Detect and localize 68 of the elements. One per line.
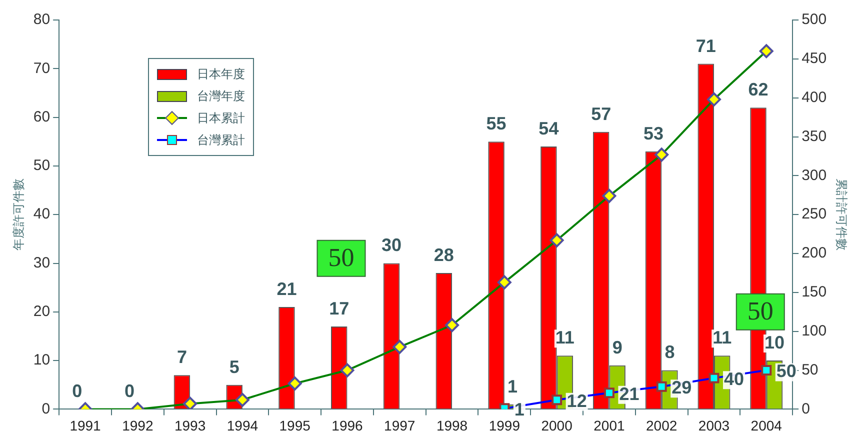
x-tick-label: 2002 (646, 417, 678, 434)
y2-tick-label: 200 (802, 244, 827, 262)
legend-label: 台灣年度 (197, 88, 245, 104)
y2-tick-label: 500 (802, 11, 827, 28)
x-tick-label: 1991 (70, 417, 102, 434)
legend-label: 台灣累計 (197, 132, 245, 148)
legend-label: 日本年度 (197, 66, 245, 82)
data-label: 0 (124, 381, 135, 402)
x-tick-label: 2004 (750, 417, 782, 434)
data-label: 7 (176, 347, 187, 368)
y2-tick-label: 50 (802, 361, 818, 378)
y-tick-label: 40 (33, 206, 50, 223)
legend-label: 日本累計 (197, 110, 245, 126)
data-label: 17 (329, 298, 350, 318)
data-label: 5 (229, 356, 240, 377)
x-tick-label: 1998 (436, 417, 468, 434)
data-label: 54 (538, 118, 559, 138)
x-tick-label: 1999 (488, 417, 520, 434)
y-tick-label: 10 (33, 352, 50, 369)
y-tick-label: 60 (33, 108, 50, 126)
data-label: 21 (276, 279, 297, 300)
x-tick-label: 1995 (279, 417, 311, 434)
data-label: 57 (591, 104, 612, 124)
y2-tick-label: 400 (802, 88, 827, 106)
data-label: 30 (382, 235, 402, 256)
x-tick-label: 1994 (226, 417, 258, 434)
data-label: 55 (486, 114, 506, 134)
data-label: 9 (612, 337, 622, 358)
data-label: 71 (696, 36, 716, 56)
data-label: 53 (643, 123, 664, 144)
x-tick-label: 1993 (174, 417, 206, 434)
y2-axis-title: 累計許可件數 (834, 178, 849, 251)
y2-tick-label: 150 (802, 284, 827, 301)
x-tick-label: 2000 (541, 417, 573, 434)
y-tick-label: 0 (42, 400, 50, 418)
data-label: 1 (508, 376, 518, 396)
y2-tick-label: 0 (802, 400, 810, 418)
x-tick-label: 1992 (122, 417, 154, 434)
x-tick-label: 2003 (698, 417, 730, 434)
data-label: 40 (724, 369, 744, 390)
data-label: 11 (555, 328, 574, 348)
y-tick-label: 20 (33, 303, 50, 320)
data-label: 62 (748, 80, 768, 100)
x-tick-label: 1996 (332, 417, 364, 434)
x-tick-label: 2001 (594, 417, 625, 434)
y-axis-title: 年度許可件數 (11, 178, 26, 251)
annotation: 50 (328, 243, 354, 272)
data-label: 12 (566, 390, 587, 411)
data-label: 1 (514, 399, 524, 420)
y2-tick-label: 300 (802, 166, 827, 184)
data-label: 50 (776, 361, 796, 382)
data-label: 0 (72, 381, 82, 402)
y2-tick-label: 450 (802, 50, 827, 68)
data-label: 29 (672, 378, 692, 398)
y-tick-label: 80 (33, 11, 50, 28)
data-label: 11 (712, 328, 732, 348)
y2-tick-label: 250 (802, 206, 827, 223)
y2-tick-label: 350 (802, 128, 827, 145)
data-label: 21 (619, 384, 640, 404)
annotation: 50 (747, 296, 774, 326)
y-tick-label: 50 (33, 157, 50, 174)
y-tick-label: 70 (33, 60, 50, 77)
y-tick-label: 30 (33, 254, 50, 272)
data-label: 10 (764, 332, 785, 353)
data-label: 8 (664, 342, 675, 362)
y2-tick-label: 100 (802, 322, 827, 340)
x-tick-label: 1997 (384, 417, 416, 434)
data-label: 28 (434, 244, 454, 265)
